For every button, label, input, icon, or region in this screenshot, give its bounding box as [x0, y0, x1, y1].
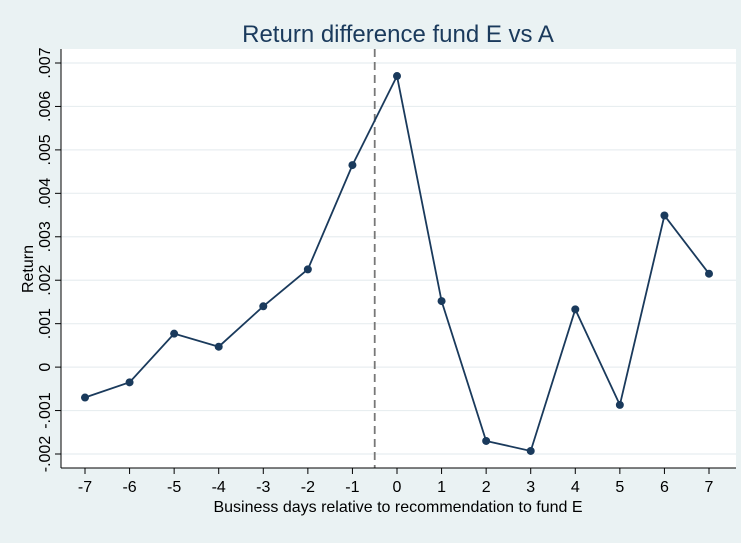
- y-tick-label: .002: [37, 265, 54, 296]
- x-tick-label: -7: [78, 479, 92, 496]
- data-point: [437, 297, 446, 306]
- x-tick-label: 2: [482, 479, 491, 496]
- data-point: [125, 378, 134, 387]
- x-tick-label: -3: [256, 479, 270, 496]
- x-tick-label: 0: [393, 479, 402, 496]
- data-point: [81, 393, 89, 402]
- data-point: [571, 305, 580, 314]
- x-tick-label: -1: [345, 479, 359, 496]
- y-tick-label: 0: [37, 363, 54, 372]
- x-tick-label: 7: [705, 479, 714, 496]
- data-point: [259, 302, 268, 311]
- y-tick-label: .006: [37, 91, 54, 122]
- x-tick-label: 4: [571, 479, 580, 496]
- data-point: [526, 446, 535, 455]
- data-point: [705, 269, 713, 278]
- x-tick-label: 6: [660, 479, 669, 496]
- plot-area: [61, 49, 736, 468]
- grid-lines: [61, 62, 736, 455]
- x-tick-label: -5: [167, 479, 181, 496]
- data-point: [170, 329, 179, 338]
- axes: -.002 -.001 0 .001 .002 .003 .004 .005 .006 .007 -…: [37, 47, 736, 496]
- series-layer: [81, 72, 713, 455]
- x-tick-label: -6: [122, 479, 136, 496]
- y-tick-label: .005: [37, 134, 54, 165]
- data-point: [214, 342, 223, 351]
- data-point: [660, 211, 669, 220]
- data-point: [393, 72, 401, 81]
- y-tick-label: -.002: [37, 436, 54, 473]
- y-tick-label: .001: [37, 308, 54, 339]
- y-tick-label: .003: [37, 221, 54, 252]
- x-axis-title: Business days relative to recommendation…: [213, 499, 582, 516]
- y-tick-label: .004: [37, 178, 54, 209]
- y-tick-label: -.001: [37, 392, 54, 429]
- data-point: [482, 436, 491, 445]
- y-axis-title: Return: [20, 245, 37, 293]
- data-point: [615, 400, 624, 409]
- x-tick-label: -2: [301, 479, 315, 496]
- y-tick-label: .007: [37, 47, 54, 78]
- data-point: [348, 161, 357, 170]
- x-tick-label: 5: [615, 479, 624, 496]
- data-point: [303, 265, 312, 274]
- chart-title: Return difference fund E vs A: [242, 21, 554, 48]
- x-tick-label: -4: [212, 479, 226, 496]
- x-tick-label: 1: [437, 479, 446, 496]
- x-tick-label: 3: [526, 479, 535, 496]
